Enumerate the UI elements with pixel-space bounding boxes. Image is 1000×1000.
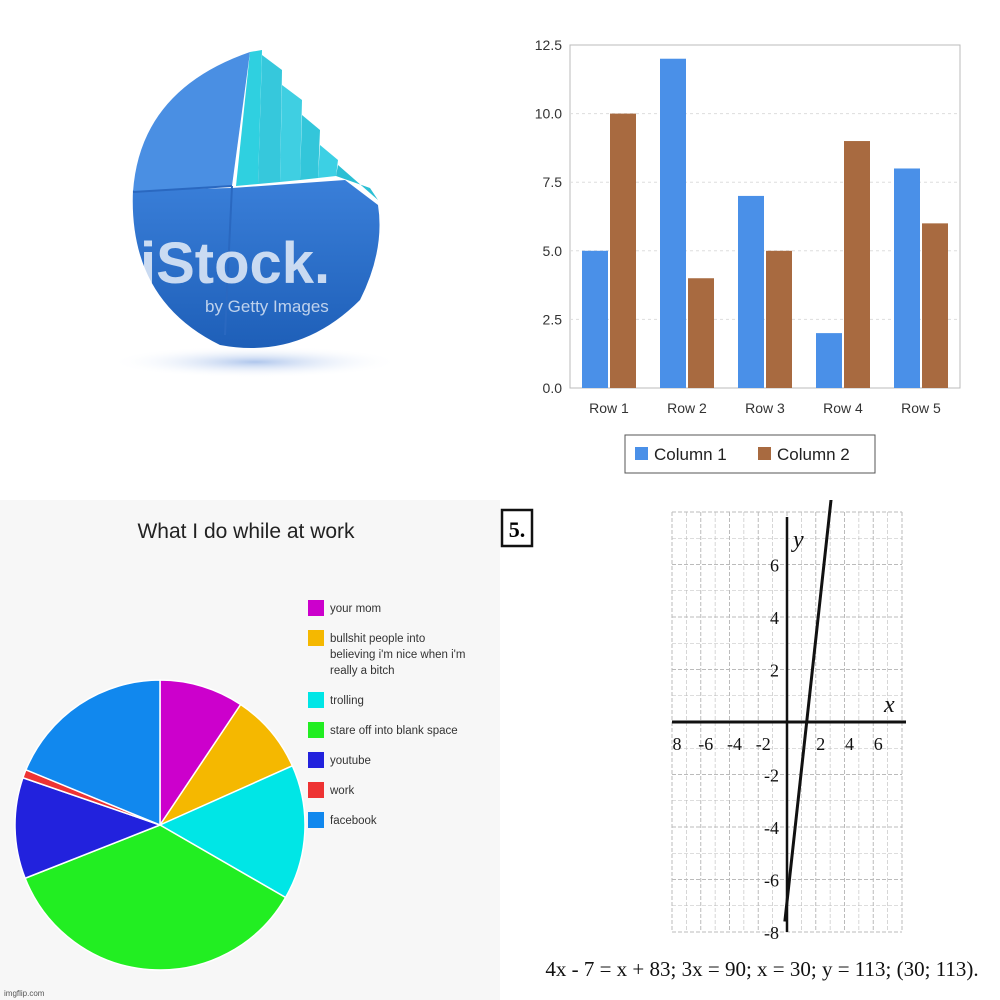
y-tick-label: 12.5 [535,37,562,53]
legend-label: youtube [330,755,371,767]
y-axis-label: y [791,527,804,553]
watermark-subtitle: by Getty Images [205,297,329,316]
x-tick-label: -6 [698,734,713,754]
problem-number: 5. [509,517,526,542]
legend-swatch [758,447,771,460]
bar [922,223,948,388]
legend-box [624,434,876,474]
legend-label: stare off into blank space [330,725,458,737]
pie-stepped-wedges [236,50,378,200]
x-tick-label: 4 [845,734,854,754]
legend-swatch [308,752,324,768]
bar [582,250,608,388]
problem-number-box [500,508,534,548]
x-tick-label: Row 4 [823,400,863,416]
bar-chart: 0.02.55.07.510.012.5 Row 1 Row 2 Row 3 Row … [535,37,961,474]
y-tick-label: 5.0 [543,243,563,259]
pie-chart-panel: What I do while at work your mom bullshit… [0,500,500,1000]
y-tick-label: -2 [764,766,779,786]
pie-slice [24,679,161,827]
pie-title: What I do while at work [137,520,355,543]
legend-label: bullshit people into [330,633,425,645]
x-tick-label: 6 [874,734,883,754]
bar [844,141,870,388]
pie-wedge-top-left [133,52,250,192]
legend-swatch [308,630,324,646]
y-tick-label: 7.5 [543,174,563,190]
legend-label: facebook [330,815,377,827]
pie-slices [14,679,306,971]
legend-swatch [635,447,648,460]
legend-swatch [308,600,324,616]
y-axis-ticks: 0.0 2.5 5.0 7.5 10.0 12.5 [535,37,562,396]
bar [660,58,686,388]
pie-slice [158,764,306,899]
bar [738,195,764,388]
pie-slice [157,703,294,827]
x-tick-label: 8 [673,734,682,754]
watermark-title: iStock. [140,231,330,296]
x-tick-label: Row 3 [745,400,785,416]
legend-swatch [308,722,324,738]
x-axis-label: x [883,692,895,718]
bar [894,168,920,388]
x-tick-label: Row 5 [901,400,941,416]
legend-swatch [308,812,324,828]
legend-label: trolling [330,695,364,707]
pie-legend: your mom bullshit people into believing i'… [308,600,465,828]
pie-shadow [110,346,400,378]
y-tick-label: -8 [764,923,779,943]
pie-slice [159,679,242,828]
stock-pie-illustration: iStock. by Getty Images [110,50,400,378]
graph-axes: xy [672,517,906,932]
legend-label: your mom [330,603,381,615]
y-tick-label: 2 [770,661,779,681]
legend: Column 1 Column 2 [624,434,876,474]
y-tick-label: 6 [770,556,779,576]
pie-chart: What I do while at work your mom bullshit… [4,520,465,998]
y-tick-label: -6 [764,871,779,891]
bar [766,250,792,388]
pie-slice [14,776,163,880]
x-tick-label: Row 2 [667,400,707,416]
bar [610,113,636,388]
pie-body [132,180,380,348]
credit-text: imgflip.com [4,989,45,998]
x-axis-ticks: Row 1 Row 2 Row 3 Row 4 Row 5 [589,400,941,416]
y-tick-label: -4 [764,818,779,838]
y-tick-label: 2.5 [543,311,563,327]
pie-slice [24,824,287,971]
x-tick-label: -2 [756,734,771,754]
stock-image-panel: iStock. by Getty Images [0,0,500,500]
legend-label: work [329,785,355,797]
bar [816,333,842,388]
x-tick-label: 2 [816,734,825,754]
x-tick-label: -4 [727,734,742,754]
graph-line [783,500,833,922]
function-line [783,500,833,922]
x-tick-label: Row 1 [589,400,629,416]
legend-label: really a bitch [330,665,395,677]
bar [688,278,714,388]
y-tick-label: 4 [770,608,779,628]
y-tick-label: 10.0 [535,106,562,122]
legend-label: Column 2 [777,445,850,464]
legend-swatch [308,692,324,708]
pie-seam-2 [132,185,233,193]
bars [582,58,948,388]
pie-seam [224,185,233,336]
legend-swatch [308,782,324,798]
bar-chart-panel: 0.0 2.5 5.0 7.5 10.0 12.5 Row 1 Row 2 Row 3 Row … [500,0,1000,500]
y-tick-label: 0.0 [543,380,563,396]
legend-label: believing i'm nice when i'm [330,649,465,661]
equation-text: 4x - 7 = x + 83; 3x = 90; x = 30; y = 11… [545,957,978,981]
legend-label: Column 1 [654,445,727,464]
